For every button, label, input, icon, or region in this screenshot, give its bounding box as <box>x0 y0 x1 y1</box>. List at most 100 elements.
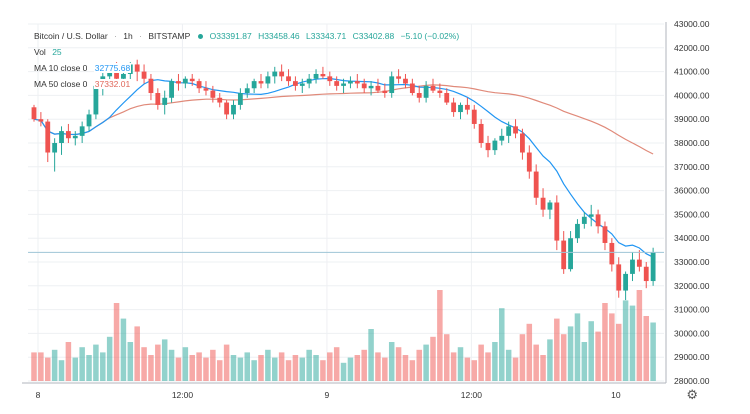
volume-bar <box>609 313 615 381</box>
candle[interactable] <box>162 91 167 115</box>
candle[interactable] <box>80 122 85 143</box>
candle[interactable] <box>609 238 614 271</box>
interval[interactable]: 1h <box>123 31 132 41</box>
volume-bar <box>465 358 471 381</box>
candle[interactable] <box>623 272 628 301</box>
candle[interactable] <box>644 262 649 288</box>
candle[interactable] <box>410 79 415 96</box>
candle[interactable] <box>548 200 553 219</box>
candle[interactable] <box>527 145 532 178</box>
candle[interactable] <box>541 188 546 217</box>
candle[interactable] <box>334 76 339 90</box>
volume-bar <box>272 358 278 381</box>
candle[interactable] <box>630 252 635 281</box>
candle-body <box>210 91 215 98</box>
ma10-path <box>34 79 653 258</box>
candle[interactable] <box>149 74 154 100</box>
candle[interactable] <box>259 74 264 88</box>
candle[interactable] <box>458 103 463 120</box>
time-tick-label: 12:00 <box>461 390 483 400</box>
candle[interactable] <box>637 250 642 271</box>
candle[interactable] <box>513 119 518 138</box>
candle[interactable] <box>176 74 181 91</box>
candle[interactable] <box>272 67 277 84</box>
candle[interactable] <box>252 79 257 93</box>
volume-bar <box>100 352 106 381</box>
candle[interactable] <box>32 105 37 122</box>
candle[interactable] <box>66 124 71 143</box>
candle[interactable] <box>616 257 621 297</box>
candle[interactable] <box>155 88 160 109</box>
candle[interactable] <box>204 81 209 95</box>
candle[interactable] <box>589 205 594 226</box>
candle-body <box>307 79 312 84</box>
candle[interactable] <box>534 164 539 204</box>
gear-icon[interactable]: ⚙ <box>686 387 698 403</box>
volume-bar <box>38 352 44 381</box>
candle[interactable] <box>197 79 202 93</box>
volume-bar <box>527 324 533 381</box>
candle[interactable] <box>596 210 601 234</box>
candle-body <box>142 72 147 79</box>
candle[interactable] <box>492 138 497 155</box>
candle[interactable] <box>376 79 381 93</box>
candle-body <box>80 126 85 136</box>
candle[interactable] <box>210 86 215 103</box>
candle[interactable] <box>38 112 43 126</box>
candle[interactable] <box>451 98 456 117</box>
candle[interactable] <box>135 60 140 81</box>
price-tick-label: 33000.00 <box>674 257 710 267</box>
candle[interactable] <box>224 100 229 119</box>
candle[interactable] <box>506 122 511 143</box>
candle[interactable] <box>568 231 573 271</box>
candle-body <box>424 86 429 98</box>
candle[interactable] <box>575 219 580 243</box>
candle-body <box>300 84 305 86</box>
candle[interactable] <box>265 72 270 89</box>
candle[interactable] <box>293 76 298 90</box>
volume-bar <box>203 358 209 381</box>
candle[interactable] <box>183 76 188 88</box>
candle[interactable] <box>142 64 147 83</box>
candle-body <box>410 84 415 94</box>
candle[interactable] <box>45 119 50 162</box>
candle[interactable] <box>554 195 559 250</box>
volume-bar <box>134 326 140 381</box>
candle-body <box>458 105 463 112</box>
candle[interactable] <box>231 100 236 119</box>
candle[interactable] <box>348 76 353 88</box>
candle[interactable] <box>424 81 429 102</box>
candle[interactable] <box>169 79 174 103</box>
change-value: −5.10 (−0.02%) <box>401 31 460 41</box>
candle[interactable] <box>355 74 360 88</box>
volume-bar <box>355 355 361 381</box>
candle[interactable] <box>486 136 491 157</box>
high-value: H33458.46 <box>258 31 300 41</box>
candle[interactable] <box>417 86 422 103</box>
candle[interactable] <box>389 72 394 98</box>
volume-legend: Vol 25 <box>34 47 66 57</box>
candle[interactable] <box>403 74 408 88</box>
candle[interactable] <box>300 79 305 93</box>
candle-body <box>437 91 442 93</box>
volume-bar <box>472 360 478 381</box>
candle[interactable] <box>59 126 64 155</box>
candle[interactable] <box>444 88 449 105</box>
volume-bar <box>265 350 271 381</box>
candle[interactable] <box>362 79 367 93</box>
candle[interactable] <box>651 248 656 286</box>
candle[interactable] <box>307 74 312 88</box>
volume-bar <box>588 321 594 381</box>
volume-bar <box>595 332 601 381</box>
candle[interactable] <box>472 105 477 129</box>
candle[interactable] <box>465 98 470 115</box>
candle[interactable] <box>279 64 284 81</box>
candle[interactable] <box>431 79 436 93</box>
candle[interactable] <box>327 72 332 86</box>
candle[interactable] <box>603 222 608 251</box>
candle[interactable] <box>321 67 326 79</box>
candle[interactable] <box>87 110 92 131</box>
candle[interactable] <box>238 88 243 109</box>
